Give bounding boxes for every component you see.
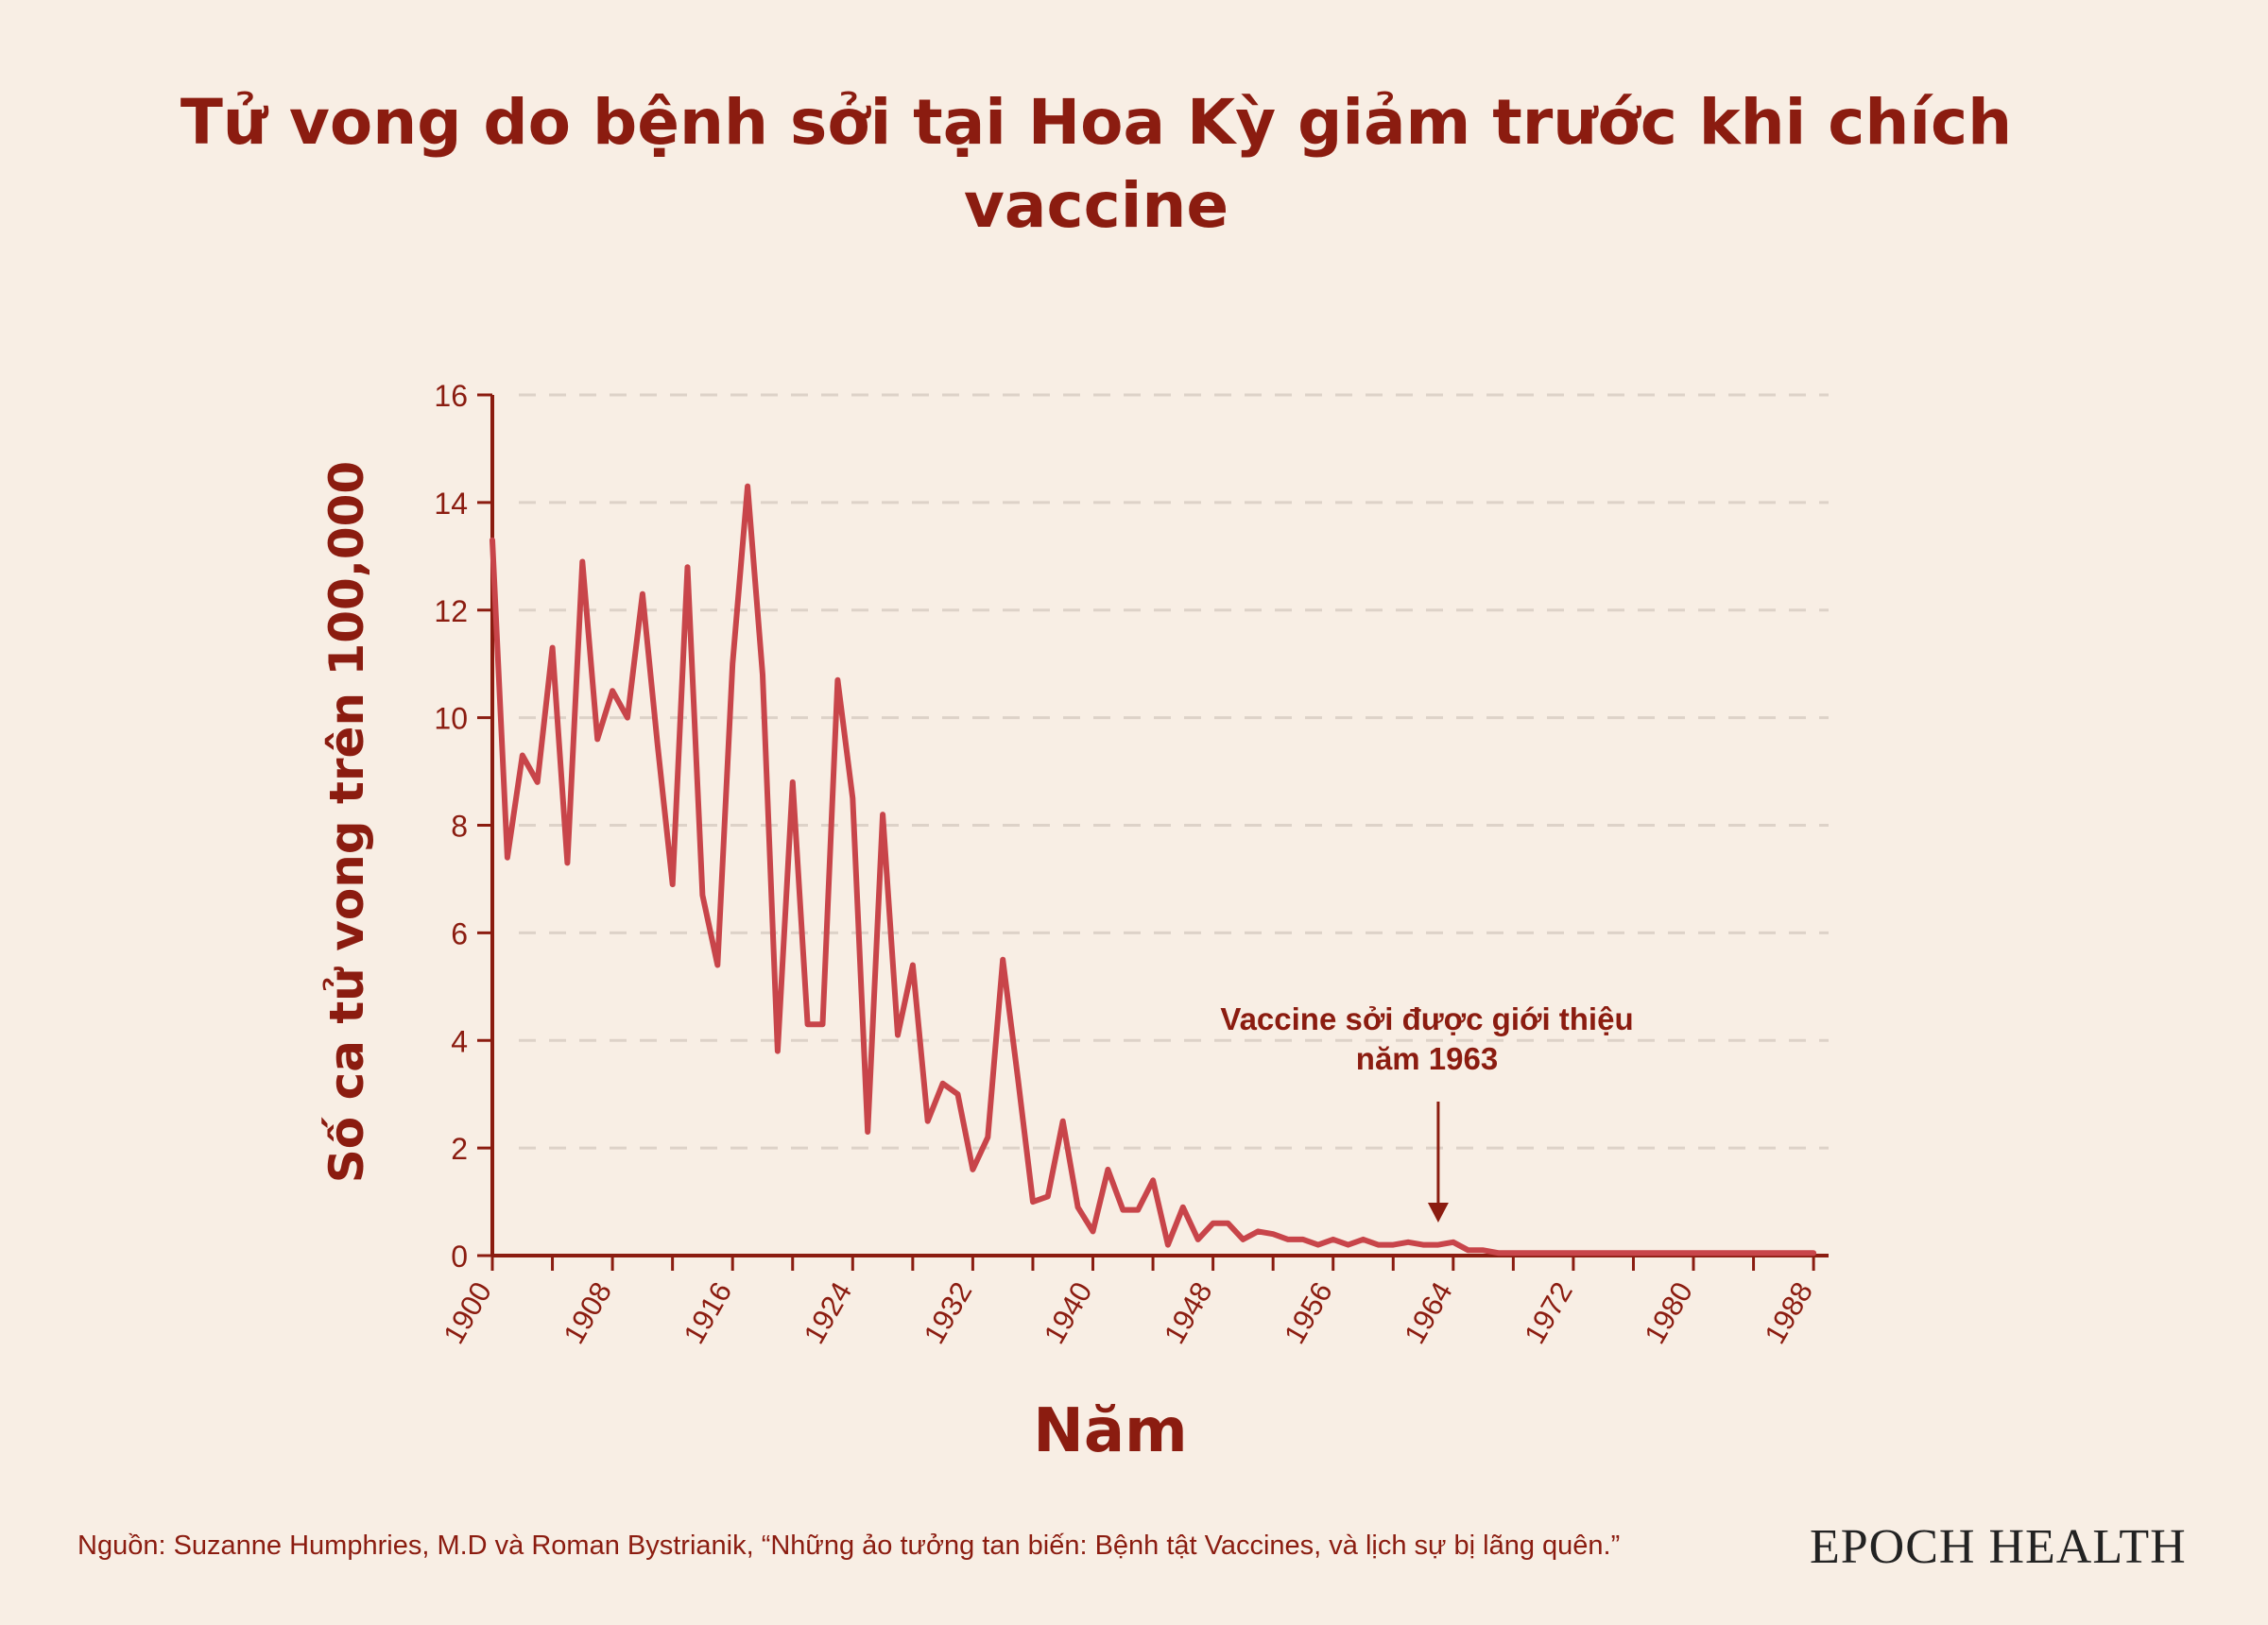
x-tick-label: 1900 — [437, 1276, 498, 1349]
y-tick-label: 10 — [434, 702, 468, 736]
annotation-arrow-head — [1427, 1203, 1449, 1223]
x-axis-label: Năm — [1033, 1396, 1188, 1466]
y-tick-label: 16 — [434, 379, 468, 413]
y-tick-label: 6 — [451, 916, 468, 950]
x-tick-label: 1972 — [1518, 1276, 1579, 1349]
x-tick-label: 1956 — [1278, 1276, 1339, 1349]
x-tick-label: 1964 — [1398, 1276, 1459, 1349]
chart-title: Tử vong do bệnh sởi tại Hoa Kỳ giảm trướ… — [180, 86, 2013, 242]
x-tick-label: 1908 — [557, 1276, 618, 1349]
x-tick-label: 1924 — [798, 1276, 859, 1349]
y-tick-label: 12 — [434, 594, 468, 628]
y-tick-label: 8 — [451, 810, 468, 844]
brand-logo: EPOCH HEALTH — [1810, 1520, 2187, 1574]
x-tick-label: 1940 — [1038, 1276, 1099, 1349]
y-tick-label: 2 — [451, 1132, 468, 1166]
series-line — [490, 483, 1817, 1257]
x-tick-label: 1988 — [1758, 1276, 1819, 1349]
y-axis-label: Số ca tử vong trên 100,000 — [319, 460, 374, 1184]
x-tick-label: 1980 — [1638, 1276, 1699, 1349]
x-tick-label: 1932 — [918, 1276, 979, 1349]
y-tick-label: 0 — [451, 1240, 468, 1274]
source-note: Nguồn: Suzanne Humphries, M.D và Roman B… — [77, 1531, 1621, 1561]
x-tick-label: 1916 — [677, 1276, 738, 1349]
x-tick-label: 1948 — [1158, 1276, 1219, 1349]
y-tick-label: 4 — [451, 1024, 468, 1058]
vaccine-annotation: Vaccine sởi được giới thiệu năm 1963 — [1220, 1001, 1634, 1076]
y-tick-label: 14 — [434, 487, 468, 521]
